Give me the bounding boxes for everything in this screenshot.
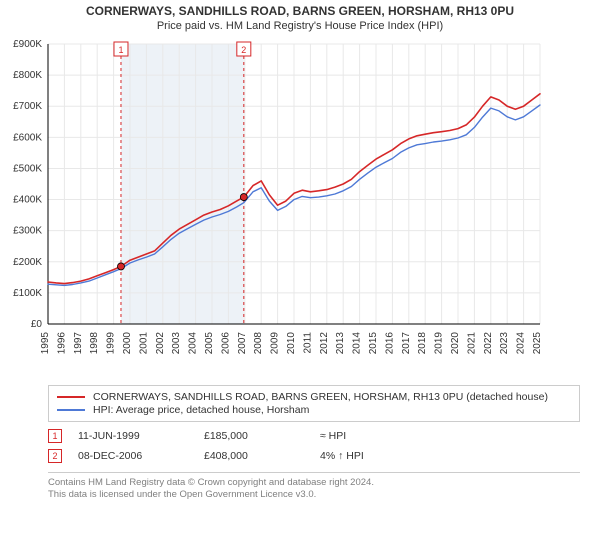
svg-text:1999: 1999 [106, 332, 117, 355]
event-row: 2 08-DEC-2006 £408,000 4% ↑ HPI [48, 446, 580, 466]
page-subtitle: Price paid vs. HM Land Registry's House … [8, 20, 592, 32]
event-delta: 4% ↑ HPI [320, 450, 580, 462]
svg-text:2006: 2006 [220, 332, 231, 355]
event-row: 1 11-JUN-1999 £185,000 ≈ HPI [48, 426, 580, 446]
footer: Contains HM Land Registry data © Crown c… [48, 472, 580, 502]
svg-text:2020: 2020 [450, 332, 461, 355]
event-marker: 2 [48, 449, 62, 463]
legend-swatch [57, 409, 85, 411]
svg-text:2011: 2011 [302, 332, 313, 354]
event-price: £185,000 [204, 430, 304, 442]
svg-text:1995: 1995 [40, 332, 51, 355]
svg-text:2019: 2019 [434, 332, 445, 355]
svg-text:£700K: £700K [13, 101, 42, 112]
svg-text:2016: 2016 [384, 332, 395, 355]
svg-text:2003: 2003 [171, 332, 182, 355]
svg-text:2023: 2023 [499, 332, 510, 355]
svg-text:2018: 2018 [417, 332, 428, 355]
svg-text:2017: 2017 [401, 332, 412, 355]
svg-text:£100K: £100K [13, 288, 42, 299]
svg-text:2008: 2008 [253, 332, 264, 355]
legend-label: HPI: Average price, detached house, Hors… [93, 404, 309, 416]
page-title: CORNERWAYS, SANDHILLS ROAD, BARNS GREEN,… [8, 4, 592, 18]
svg-text:£600K: £600K [13, 132, 42, 143]
svg-text:2022: 2022 [483, 332, 494, 355]
svg-text:2024: 2024 [516, 332, 527, 355]
svg-text:2002: 2002 [155, 332, 166, 355]
svg-text:1: 1 [118, 45, 123, 55]
svg-text:2001: 2001 [138, 332, 149, 355]
legend-swatch [57, 396, 85, 398]
price-chart: £0 £100K £200K £300K £400K £500K £600K £700K £80… [0, 34, 600, 379]
svg-text:2004: 2004 [188, 332, 199, 355]
footer-line: This data is licensed under the Open Gov… [48, 489, 580, 501]
event-marker: 1 [48, 429, 62, 443]
event-delta: ≈ HPI [320, 430, 580, 442]
svg-text:2013: 2013 [335, 332, 346, 355]
svg-text:£0: £0 [31, 319, 43, 330]
event-date: 08-DEC-2006 [78, 450, 188, 462]
event-date: 11-JUN-1999 [78, 430, 188, 442]
legend: CORNERWAYS, SANDHILLS ROAD, BARNS GREEN,… [48, 385, 580, 422]
svg-text:£500K: £500K [13, 163, 42, 174]
svg-text:£400K: £400K [13, 195, 42, 206]
svg-text:2007: 2007 [237, 332, 248, 355]
legend-item: CORNERWAYS, SANDHILLS ROAD, BARNS GREEN,… [57, 391, 571, 403]
svg-text:2000: 2000 [122, 332, 133, 355]
svg-text:2021: 2021 [466, 332, 477, 355]
svg-text:2010: 2010 [286, 332, 297, 355]
svg-text:2014: 2014 [352, 332, 363, 355]
svg-text:2012: 2012 [319, 332, 330, 355]
svg-text:£900K: £900K [13, 39, 42, 50]
event-price: £408,000 [204, 450, 304, 462]
svg-text:2009: 2009 [270, 332, 281, 355]
legend-label: CORNERWAYS, SANDHILLS ROAD, BARNS GREEN,… [93, 391, 548, 403]
svg-text:1996: 1996 [56, 332, 67, 355]
svg-text:2015: 2015 [368, 332, 379, 355]
svg-text:2025: 2025 [532, 332, 543, 355]
svg-text:2005: 2005 [204, 332, 215, 355]
legend-item: HPI: Average price, detached house, Hors… [57, 404, 571, 416]
svg-text:1997: 1997 [73, 332, 84, 355]
svg-text:1998: 1998 [89, 332, 100, 355]
events-table: 1 11-JUN-1999 £185,000 ≈ HPI 2 08-DEC-20… [48, 426, 580, 466]
footer-line: Contains HM Land Registry data © Crown c… [48, 477, 580, 489]
svg-text:£300K: £300K [13, 226, 42, 237]
chart-svg: £0 £100K £200K £300K £400K £500K £600K £700K £80… [0, 34, 560, 374]
svg-text:£800K: £800K [13, 70, 42, 81]
svg-text:£200K: £200K [13, 257, 42, 268]
svg-text:2: 2 [241, 45, 246, 55]
